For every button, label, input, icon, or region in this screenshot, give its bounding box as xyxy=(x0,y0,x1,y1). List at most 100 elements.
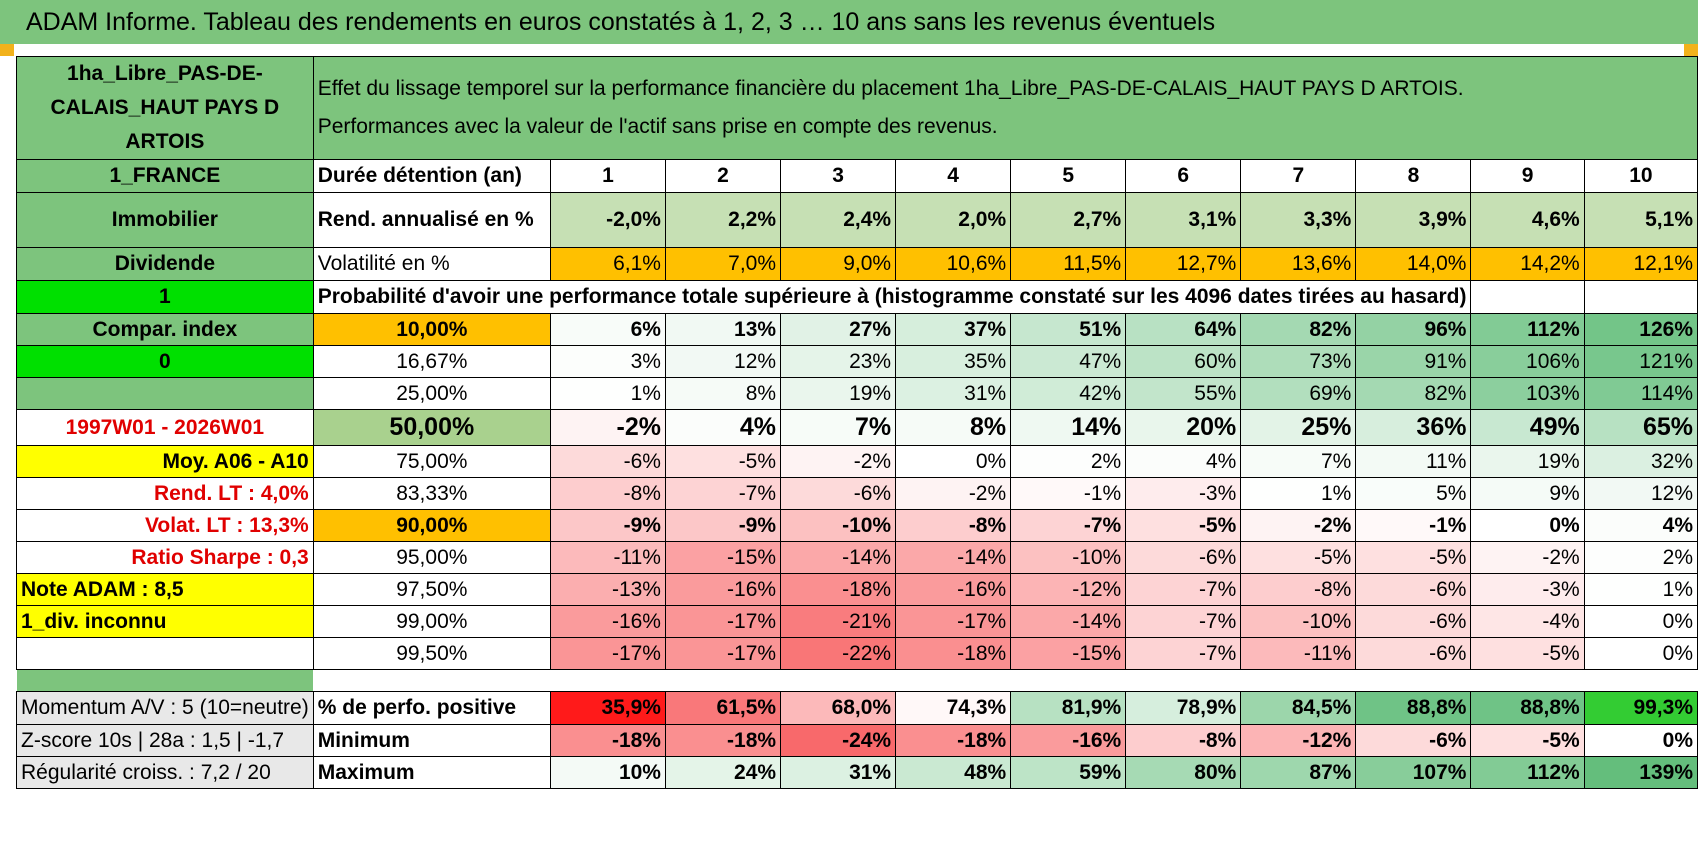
probability-value: 82% xyxy=(1355,377,1472,410)
probability-value: 31% xyxy=(895,377,1012,410)
duration-header: 8 xyxy=(1355,159,1472,193)
maximum-value: 107% xyxy=(1355,756,1472,789)
positive-performance-value: 74,3% xyxy=(895,691,1012,725)
probability-row: Ratio Sharpe : 0,3 95,00% -11% -15% -14% -14%… xyxy=(16,541,1698,574)
volatility-value: 13,6% xyxy=(1240,247,1357,281)
probability-value: -2% xyxy=(780,445,897,478)
report-title: ADAM Informe. Tableau des rendements en … xyxy=(0,0,1698,44)
spacer-green xyxy=(16,669,314,692)
probability-title: Probabilité d'avoir une performance tota… xyxy=(312,280,1472,314)
duration-header: 7 xyxy=(1240,159,1357,193)
probability-value: -2% xyxy=(1240,509,1357,542)
probability-value: -16% xyxy=(895,573,1012,606)
annual-return-value: 4,6% xyxy=(1470,192,1585,248)
probability-value: 3% xyxy=(549,345,666,378)
left-corner-marker xyxy=(0,44,14,56)
positive-performance-value: 84,5% xyxy=(1240,691,1357,725)
probability-value: -1% xyxy=(1010,477,1127,510)
annual-return-value: 3,9% xyxy=(1355,192,1472,248)
probability-value: -12% xyxy=(1010,573,1127,606)
positive-performance-value: 35,9% xyxy=(549,691,666,725)
maximum-label: Maximum xyxy=(312,756,551,789)
momentum-label: Momentum A/V : 5 (10=neutre) xyxy=(16,691,314,725)
duration-header: 4 xyxy=(895,159,1012,193)
probability-value: -15% xyxy=(1010,637,1127,670)
probability-value: 4% xyxy=(1125,445,1242,478)
probability-value: 0% xyxy=(1583,637,1698,670)
probability-value: -10% xyxy=(780,509,897,542)
volatility-value: 12,7% xyxy=(1125,247,1242,281)
positive-performance-value: 68,0% xyxy=(780,691,897,725)
volatility-value: 14,0% xyxy=(1355,247,1472,281)
probability-value: 7% xyxy=(1240,445,1357,478)
probability-value: -22% xyxy=(780,637,897,670)
probability-value: -11% xyxy=(1240,637,1357,670)
probability-value: -6% xyxy=(1125,541,1242,574)
probability-value: 20% xyxy=(1125,409,1242,446)
probability-value: 6% xyxy=(549,313,666,346)
maximum-value: 24% xyxy=(664,756,782,789)
minimum-value: -18% xyxy=(895,724,1012,757)
maximum-value: 87% xyxy=(1240,756,1357,789)
probability-value: -6% xyxy=(1355,605,1472,638)
probability-value: 5% xyxy=(1355,477,1472,510)
duration-header: 10 xyxy=(1583,159,1698,193)
duration-header: 3 xyxy=(780,159,897,193)
probability-value: 42% xyxy=(1010,377,1127,410)
annual-return-row: Immobilier Rend. annualisé en % -2,0% 2,2% 2… xyxy=(16,192,1698,248)
probability-value: 96% xyxy=(1355,313,1472,346)
probability-value: -7% xyxy=(1010,509,1127,542)
probability-value: 7% xyxy=(780,409,897,446)
positive-performance-label: % de perfo. positive xyxy=(312,691,551,725)
probability-value: 0% xyxy=(1470,509,1585,542)
probability-value: 19% xyxy=(1470,445,1585,478)
duration-header: 5 xyxy=(1010,159,1127,193)
probability-value: 14% xyxy=(1010,409,1127,446)
probability-threshold: 95,00% xyxy=(312,541,551,574)
probability-value: 65% xyxy=(1583,409,1698,446)
volatility-value: 6,1% xyxy=(549,247,666,281)
probability-value: 126% xyxy=(1583,313,1698,346)
probability-value: -18% xyxy=(780,573,897,606)
adam-note: Note ADAM : 8,5 xyxy=(16,573,314,606)
dividend-info: 1_div. inconnu xyxy=(16,605,314,638)
probability-value: -6% xyxy=(1355,637,1472,670)
average-label: Moy. A06 - A10 xyxy=(16,445,314,478)
probability-value: 1% xyxy=(549,377,666,410)
probability-value: 8% xyxy=(664,377,782,410)
probability-threshold: 99,50% xyxy=(312,637,551,670)
minimum-value: -8% xyxy=(1125,724,1242,757)
probability-value: -5% xyxy=(664,445,782,478)
probability-value: -17% xyxy=(895,605,1012,638)
minimum-value: -16% xyxy=(1010,724,1127,757)
probability-value: 69% xyxy=(1240,377,1357,410)
probability-row: 99,50% -17% -17% -22% -18% -15% -7% -11% -6% -5% 0… xyxy=(16,637,1698,670)
volatility-label: Volatilité en % xyxy=(312,247,551,281)
maximum-value: 31% xyxy=(780,756,897,789)
probability-value: -6% xyxy=(1355,573,1472,606)
positive-performance-value: 99,3% xyxy=(1583,691,1698,725)
probability-value: -1% xyxy=(1355,509,1472,542)
probability-value: 9% xyxy=(1470,477,1585,510)
probability-row: 25,00% 1% 8% 19% 31% 42% 55% 69% 82% 103% 114% xyxy=(16,377,1698,410)
duration-header: 2 xyxy=(664,159,782,193)
volatility-value: 10,6% xyxy=(895,247,1012,281)
maximum-value: 10% xyxy=(549,756,666,789)
zscore-label: Z-score 10s | 28a : 1,5 | -1,7 xyxy=(16,724,314,757)
flag-0: 0 xyxy=(16,345,314,378)
maximum-value: 112% xyxy=(1470,756,1585,789)
positive-performance-row: Momentum A/V : 5 (10=neutre)% de perfo. … xyxy=(16,691,1698,725)
probability-value: 0% xyxy=(1583,605,1698,638)
probability-value: 106% xyxy=(1470,345,1585,378)
probability-value: -3% xyxy=(1470,573,1585,606)
empty-cell xyxy=(16,637,314,670)
probability-title-row: 1 Probabilité d'avoir une performance tot… xyxy=(16,280,1698,314)
annual-return-value: 3,3% xyxy=(1240,192,1357,248)
probability-value: 1% xyxy=(1240,477,1357,510)
probability-row: 0 16,67% 3% 12% 23% 35% 47% 60% 73% 91% 106% 121% xyxy=(16,345,1698,378)
positive-performance-value: 88,8% xyxy=(1355,691,1472,725)
positive-performance-value: 81,9% xyxy=(1010,691,1127,725)
probability-value: -17% xyxy=(549,637,666,670)
probability-value: 60% xyxy=(1125,345,1242,378)
probability-value: 19% xyxy=(780,377,897,410)
